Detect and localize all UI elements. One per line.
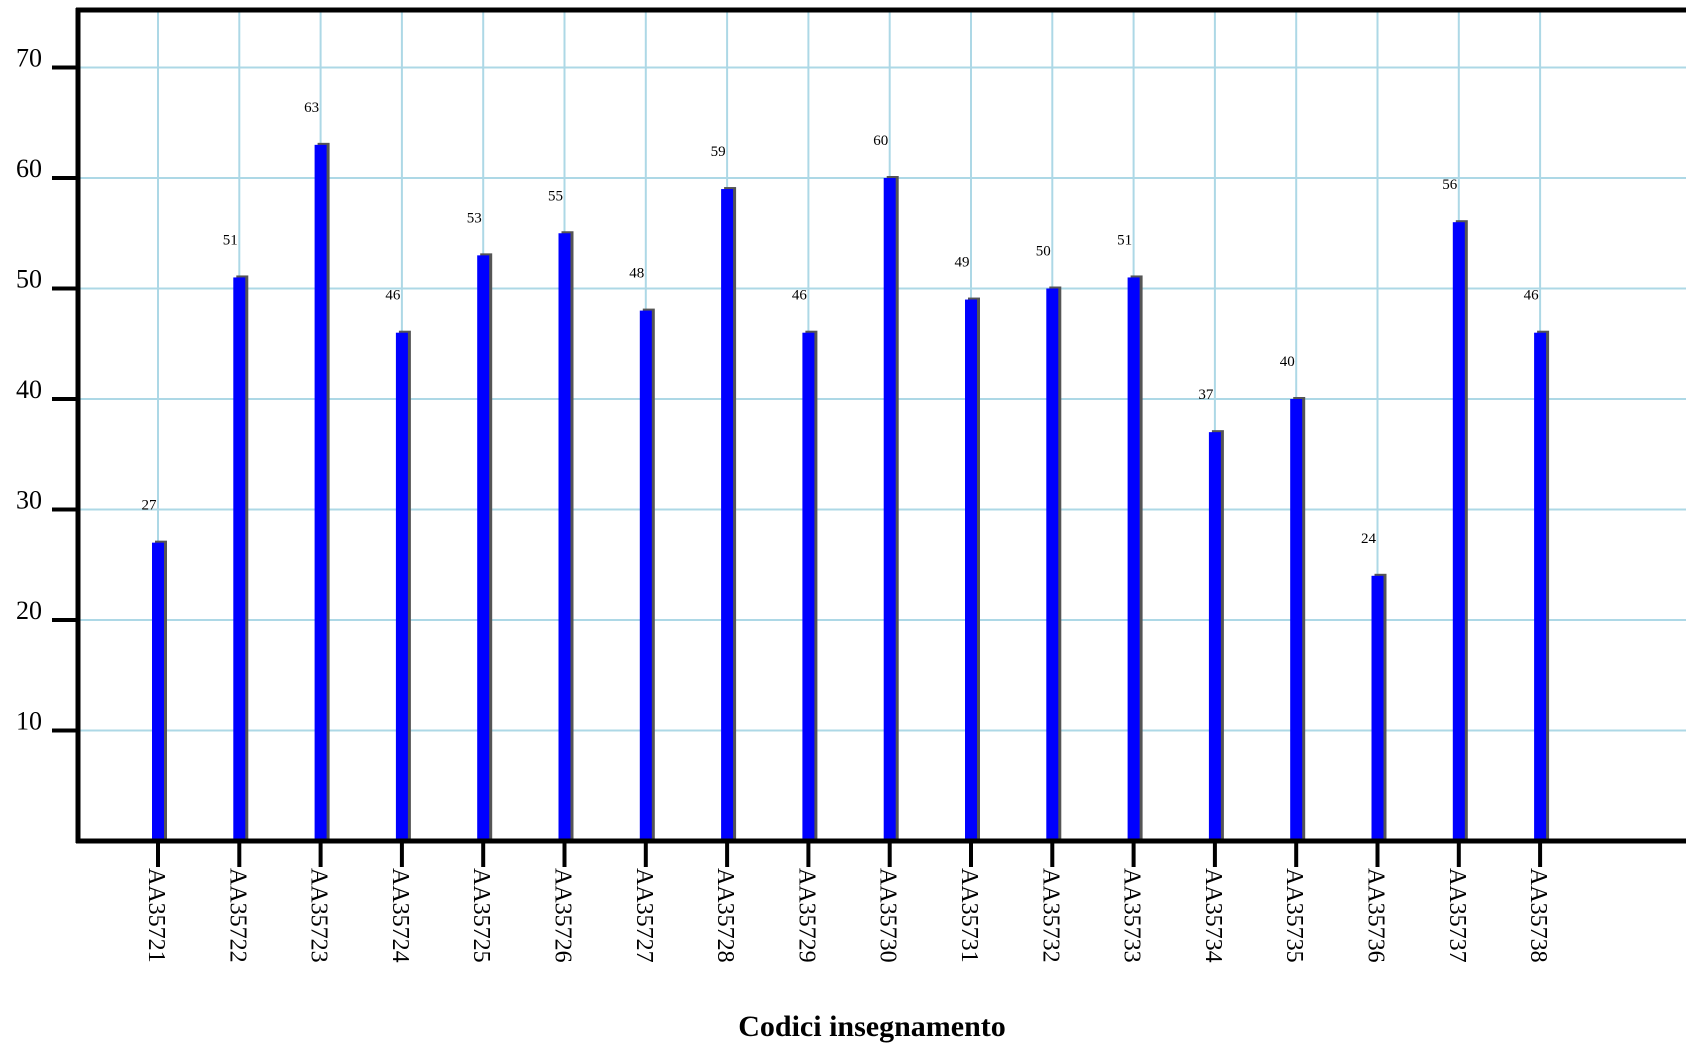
value-label: 46 [792,288,808,304]
value-label: 50 [1036,244,1051,260]
value-label: 51 [223,232,238,248]
y-tick-label: 20 [16,596,42,625]
bar [477,255,490,842]
value-label: 63 [304,100,319,116]
x-tick-label: AA35733 [1119,868,1145,963]
value-label: 27 [142,498,158,514]
value-label: 51 [1117,232,1132,248]
value-label: 46 [385,288,401,304]
bar [395,332,408,841]
x-tick-label: AA35735 [1281,868,1307,963]
x-tick-label: AA35729 [793,868,819,963]
x-tick-label: AA35736 [1363,868,1389,963]
x-tick-label: AA35731 [956,868,982,963]
value-label: 56 [1442,177,1458,193]
bar [1371,575,1384,841]
value-label: 53 [467,210,482,226]
bar [314,144,327,842]
y-tick-label: 40 [16,375,42,404]
x-tick-label: AA35722 [224,868,250,963]
x-tick-label: AA35738 [1525,868,1551,963]
value-label: 59 [711,144,726,160]
y-tick-label: 10 [16,707,42,736]
axes [52,7,1686,867]
bar [1127,277,1140,841]
x-tick-label: AA35727 [631,868,657,963]
bar [1290,399,1303,841]
labels: 10 20 30 40 50 60 70 27 AA35721 51 AA35722 63 AA3572… [16,44,1551,963]
value-label: 60 [873,133,888,149]
bar [965,299,977,841]
value-label: 37 [1198,387,1214,403]
y-tick-label: 70 [16,44,42,73]
bar [152,542,164,841]
x-tick-label: AA35724 [387,868,413,963]
value-label: 40 [1280,354,1295,370]
value-label: 49 [955,255,970,271]
value-label: 24 [1361,531,1377,547]
bar [233,277,246,841]
bar [883,178,896,841]
bar [1534,332,1547,841]
value-label: 46 [1524,288,1540,304]
bar [1452,222,1465,841]
x-tick-label: AA35730 [875,868,901,963]
x-tick-label: AA35726 [550,868,576,963]
y-tick-label: 60 [16,154,42,183]
bar [802,332,815,841]
y-tick-label: 30 [16,486,42,515]
bar [558,233,571,841]
x-tick-label: AA35732 [1037,868,1063,963]
x-tick-label: AA35723 [306,868,332,963]
bar [721,189,734,842]
value-label: 48 [629,266,644,282]
value-label: 55 [548,188,563,204]
y-tick-label: 50 [16,265,42,294]
bar [1046,288,1059,841]
x-axis-title: Codici insegnamento [738,1010,1006,1043]
bars [152,142,1550,842]
x-tick-label: AA35728 [712,868,738,963]
x-tick-label: AA35721 [143,868,169,963]
x-tick-label: AA35725 [468,868,494,963]
bar [1208,432,1221,841]
x-tick-label: AA35737 [1444,868,1470,963]
x-tick-label: AA35734 [1200,868,1226,963]
bar [639,310,652,842]
